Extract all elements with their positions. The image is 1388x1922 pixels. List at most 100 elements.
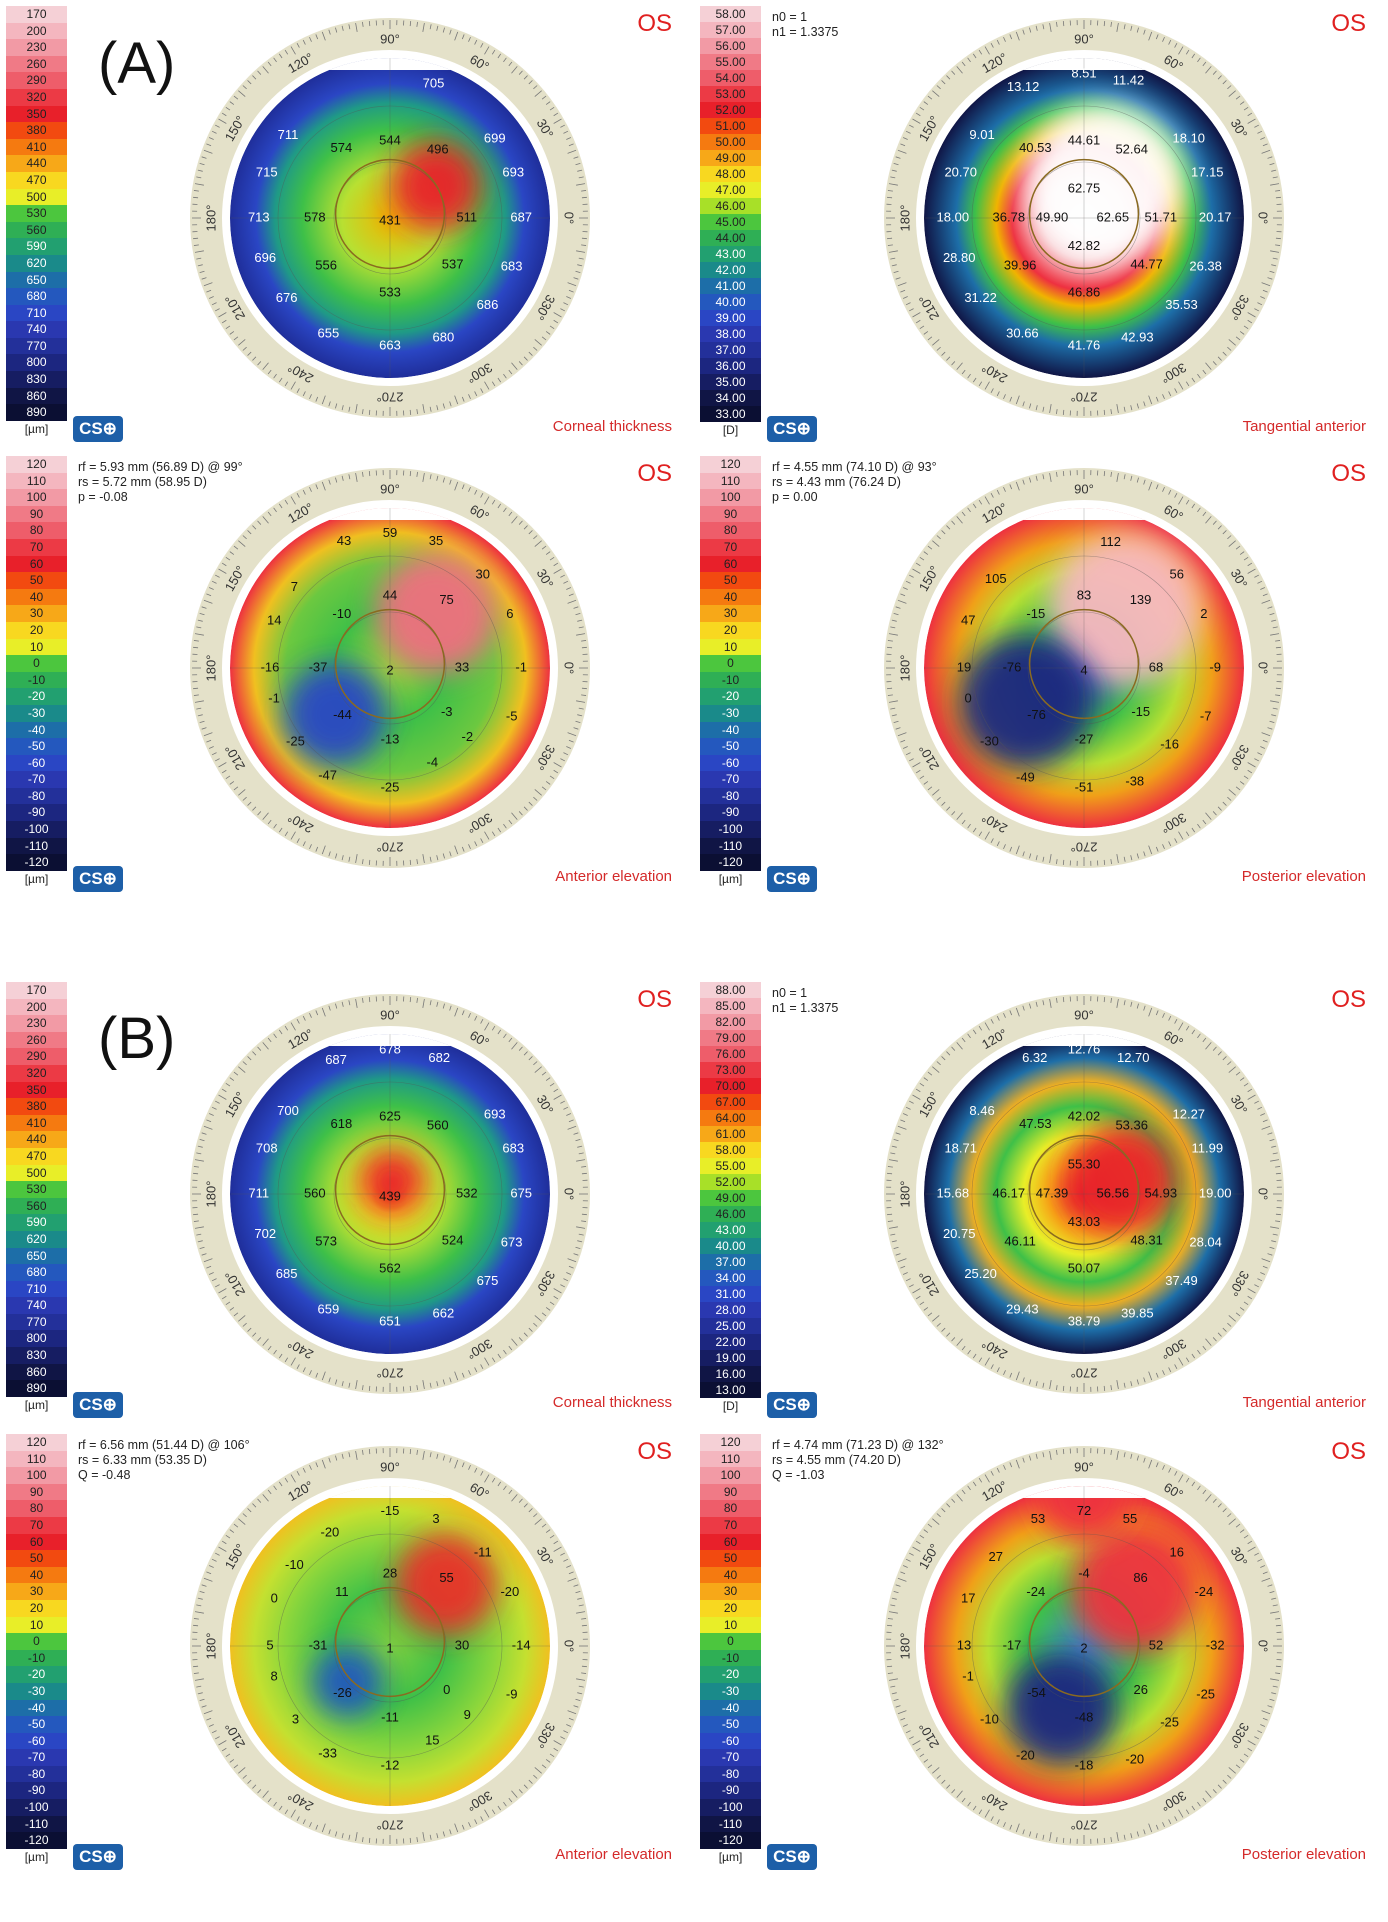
scale-swatch: 590 — [6, 238, 67, 255]
zone-value: 18.00 — [937, 209, 970, 224]
scale-swatch: -80 — [6, 787, 67, 805]
scale-swatch: 54.00 — [700, 70, 761, 86]
cso-logo: CS⊕ — [767, 866, 817, 892]
scale-swatch: 52.00 — [700, 102, 761, 118]
zone-value: 511 — [456, 209, 477, 224]
topography-map: 90°60°30°0°330°300°270°240°210°180°150°1… — [190, 1446, 590, 1846]
scale-swatch: -110 — [700, 1815, 761, 1833]
zone-value: 55.30 — [1068, 1157, 1101, 1172]
scale-swatch: 64.00 — [700, 1110, 761, 1126]
zone-value: -15 — [381, 1503, 400, 1518]
zone-value: 8.51 — [1071, 65, 1096, 80]
zone-value: 16 — [1170, 1545, 1184, 1560]
scale-swatch: 380 — [6, 122, 67, 139]
zone-value: -25 — [1160, 1715, 1179, 1730]
scale-swatch: 440 — [6, 1131, 67, 1148]
scale-swatch: 90 — [6, 1483, 67, 1501]
zone-value: 5 — [266, 1637, 273, 1652]
group-label-b: (B) — [98, 1006, 176, 1071]
zone-value: -15 — [1026, 606, 1045, 621]
scale-swatch: -50 — [6, 738, 67, 755]
scale-swatch: 58.00 — [700, 1142, 761, 1158]
scale-swatch: -30 — [700, 704, 761, 722]
scale-swatch: -120 — [700, 1832, 761, 1849]
zone-value: -25 — [381, 779, 400, 794]
scale-swatch: 30 — [700, 605, 761, 622]
axis-degree-label: 180° — [897, 655, 912, 682]
zone-value: -33 — [318, 1746, 337, 1761]
zone-value: 655 — [318, 325, 340, 340]
zone-value: 574 — [331, 140, 353, 155]
cso-logo: CS⊕ — [73, 1392, 123, 1418]
zone-value: 53 — [1031, 1511, 1045, 1526]
axis-degree-label: 90° — [380, 1007, 400, 1022]
zone-value: -9 — [506, 1687, 518, 1702]
zone-value: 11.99 — [1191, 1141, 1223, 1156]
zone-value: -31 — [309, 1637, 328, 1652]
scale-unit: [µm] — [718, 871, 743, 886]
map-info: rf = 5.93 mm (56.89 D) @ 99° rs = 5.72 m… — [78, 460, 243, 504]
zone-value: 700 — [277, 1103, 299, 1118]
zone-value: 41.76 — [1068, 337, 1101, 352]
scale-swatch: 30 — [6, 1583, 67, 1600]
axis-degree-label: 180° — [897, 1633, 912, 1660]
zone-value: 53.36 — [1115, 1117, 1148, 1132]
cso-logo: CS⊕ — [73, 416, 123, 442]
scale-swatch: 33.00 — [700, 406, 761, 422]
zone-value: 44 — [383, 587, 397, 602]
zone-value: -10 — [285, 1557, 304, 1572]
scale-swatch: -80 — [700, 787, 761, 805]
zone-value: -7 — [1200, 709, 1212, 724]
scale-swatch: 110 — [700, 472, 761, 490]
zone-value: 6.32 — [1022, 1050, 1047, 1065]
scale-swatch: 530 — [6, 1181, 67, 1198]
zone-value: 6 — [506, 606, 513, 621]
scale-unit: [µm] — [24, 871, 49, 886]
scale-swatch: 55.00 — [700, 1158, 761, 1174]
zone-value: 7 — [291, 579, 298, 594]
zone-value: 573 — [315, 1234, 337, 1249]
zone-value: 42.82 — [1068, 238, 1101, 253]
scale-swatch: 44.00 — [700, 230, 761, 246]
zone-value: 43 — [337, 533, 351, 548]
scale-swatch: -20 — [6, 1666, 67, 1683]
axis-degree-label: 90° — [380, 31, 400, 46]
scale-swatch: 10 — [700, 638, 761, 656]
axis-degree-label: 180° — [897, 1181, 912, 1208]
zone-value: 33 — [455, 659, 469, 674]
scale-unit: [D] — [722, 423, 739, 437]
scale-swatch: 39.00 — [700, 310, 761, 326]
zone-value: 29.43 — [1006, 1301, 1039, 1316]
scale-swatch: 51.00 — [700, 118, 761, 134]
scale-swatch: -40 — [6, 721, 67, 739]
scale-swatch: 82.00 — [700, 1014, 761, 1030]
color-scale: 120 110 100 90 80 70 60 50 40 30 20 10 0 -10 -20 -30 -40… — [6, 1434, 67, 1864]
zone-value: 49.90 — [1036, 209, 1069, 224]
scale-swatch: 320 — [6, 88, 67, 106]
scale-swatch: 19.00 — [700, 1350, 761, 1366]
scale-swatch: -110 — [700, 837, 761, 855]
scale-swatch: 30 — [700, 1583, 761, 1600]
axis-degree-label: 180° — [203, 1633, 218, 1660]
zone-value: 8 — [270, 1668, 277, 1683]
scale-swatch: 470 — [6, 171, 67, 189]
zone-value: -20 — [1016, 1748, 1035, 1763]
zone-value: 59 — [383, 525, 397, 540]
zone-value: -32 — [1206, 1637, 1225, 1652]
zone-value: 676 — [276, 290, 298, 305]
zone-value: -26 — [333, 1685, 352, 1700]
map-name: Anterior elevation — [555, 868, 672, 885]
zone-value: 35.53 — [1165, 297, 1198, 312]
scale-swatch: -90 — [700, 1782, 761, 1800]
scale-swatch: 80 — [6, 522, 67, 539]
zone-value: -1 — [268, 690, 280, 705]
zone-value: 680 — [433, 329, 455, 344]
scale-swatch: 890 — [6, 1380, 67, 1397]
zone-value: 18.10 — [1173, 130, 1206, 145]
scale-swatch: 860 — [6, 1363, 67, 1381]
scale-swatch: 50 — [700, 1550, 761, 1567]
zone-value: 30.66 — [1006, 325, 1039, 340]
zone-value: -44 — [333, 707, 352, 722]
zone-value: 75 — [439, 592, 453, 607]
zone-value: 50.07 — [1068, 1261, 1101, 1276]
